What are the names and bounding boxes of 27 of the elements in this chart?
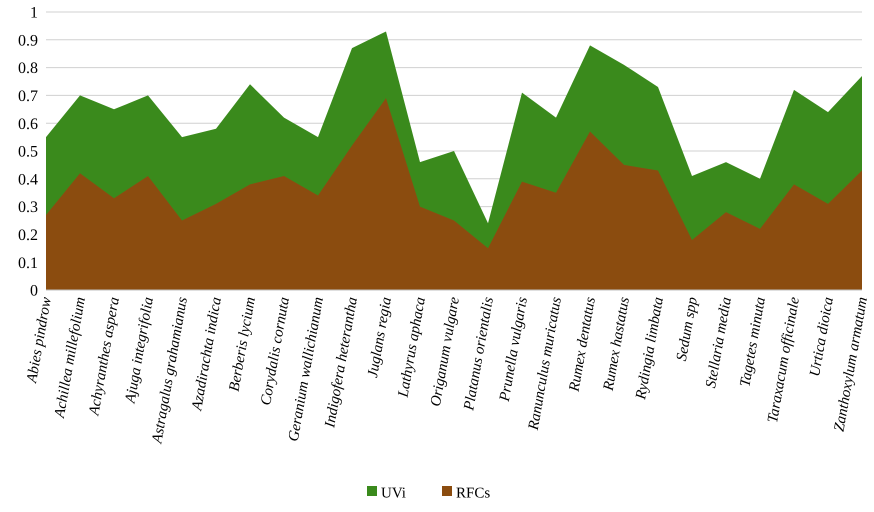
legend-label: UVi: [381, 485, 406, 502]
x-tick-label: Rumex hastatus: [600, 296, 633, 393]
y-tick-label: 0.1: [18, 254, 38, 272]
x-tick-label: Origanum vulgare: [428, 296, 463, 408]
y-tick-label: 0.6: [18, 116, 38, 133]
y-tick-label: 1: [30, 4, 38, 22]
x-tick-label: Sedum spp: [674, 295, 702, 362]
y-tick-label: 0.5: [18, 144, 38, 161]
y-tick-label: 0.2: [18, 227, 38, 244]
legend-label: RFCs: [456, 485, 490, 502]
x-tick-label: Rydingia limbata: [633, 296, 667, 402]
x-tick-label: Indigofera heterantha: [322, 296, 361, 430]
y-tick-label: 0.9: [18, 32, 38, 50]
x-tick-label: Stellaria media: [703, 296, 735, 390]
x-tick-label: Berberis lycium: [226, 296, 259, 393]
y-tick-label: 0.3: [18, 199, 38, 216]
x-tick-label: Corydalis cornuta: [258, 296, 293, 407]
x-tick-label: Achyranthes aspera: [86, 296, 123, 418]
y-tick-label: 0.8: [18, 60, 38, 78]
y-tick-label: 0.7: [18, 88, 38, 105]
x-tick-label: Lathyrus aphaca: [395, 296, 429, 400]
x-tick-label: Platanus orientalis: [461, 296, 497, 413]
x-tick-label: Juglans regia: [365, 296, 395, 379]
x-tick-label: Ajuga integrifolia: [122, 296, 157, 406]
y-tick-label: 0.4: [18, 171, 38, 188]
x-tick-label: Rumex dentatus: [566, 296, 599, 394]
x-tick-label: Azadirachta indica: [189, 296, 225, 413]
